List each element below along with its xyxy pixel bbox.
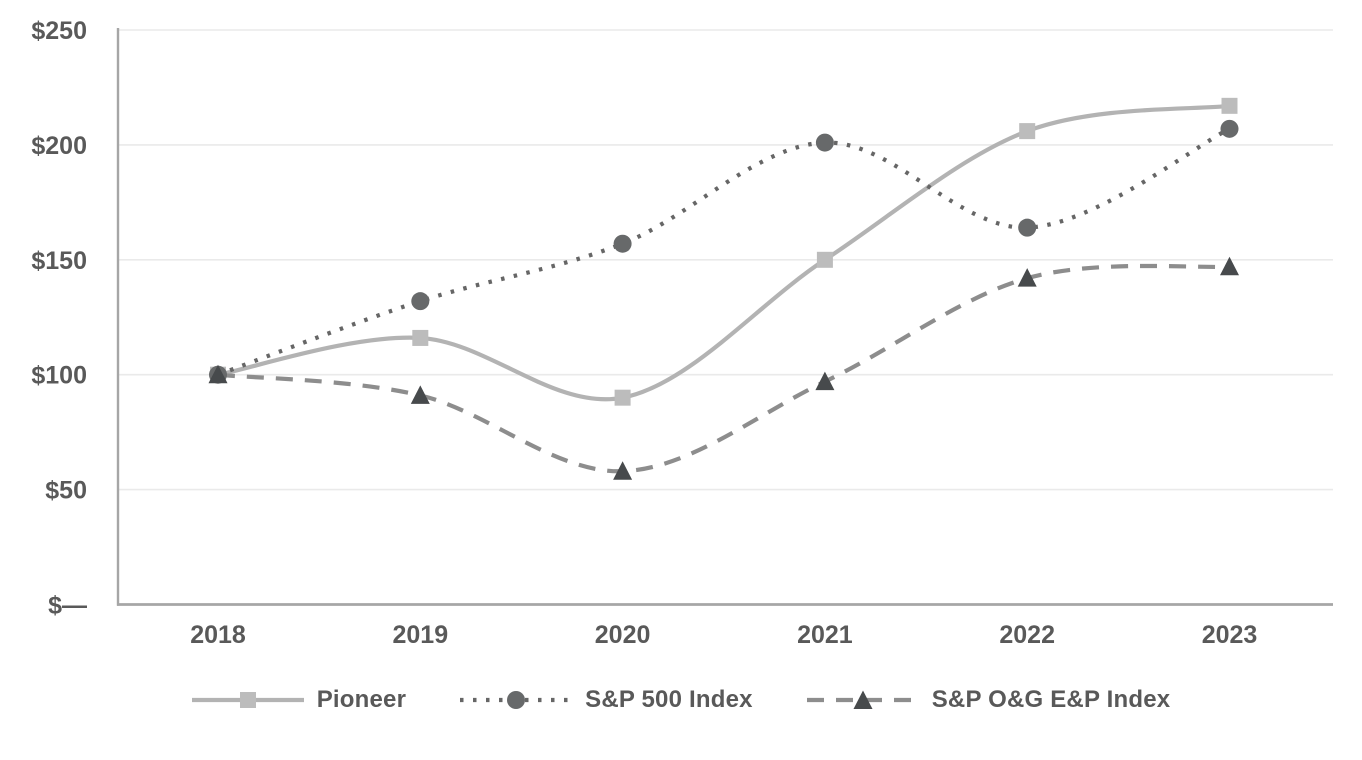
legend-marker-circle	[507, 691, 526, 709]
legend-label-og-ep: S&P O&G E&P Index	[931, 686, 1171, 713]
legend-marker-triangle	[853, 690, 873, 709]
marker-square	[614, 389, 631, 406]
x-tick-label: 2020	[595, 621, 651, 649]
y-tick-label: $—	[48, 592, 87, 620]
y-tick-label: $100	[31, 362, 87, 390]
y-tick-label: $150	[31, 247, 87, 275]
x-tick-labels: 2018 2019 2020 2021 2022 2023	[190, 621, 1257, 649]
series-line-s-p-500-index	[217, 126, 1231, 377]
legend-line-sample	[460, 691, 573, 709]
marker-circle	[1018, 218, 1037, 237]
series-line-s-p-o-g-e-p-index	[217, 263, 1230, 474]
series-markers-s-p-500-index	[209, 119, 1239, 384]
marker-square	[1221, 97, 1238, 114]
series-markers-pioneer	[210, 97, 1238, 406]
x-tick-label: 2022	[999, 621, 1055, 649]
legend-swatch-pioneer	[191, 689, 304, 711]
legend-swatch-og-ep	[806, 689, 919, 711]
legend-item-sp500: S&P 500 Index	[460, 686, 753, 714]
marker-circle	[815, 133, 834, 152]
marker-triangle	[1220, 256, 1239, 276]
series-markers-s-p-o-g-e-p-index	[208, 256, 1239, 480]
x-tick-label: 2018	[190, 621, 246, 649]
y-tick-label: $200	[31, 132, 87, 160]
marker-circle	[613, 234, 632, 253]
marker-triangle	[815, 371, 835, 391]
x-tick-label: 2021	[797, 621, 853, 649]
marker-circle	[411, 292, 430, 311]
marker-circle	[1220, 119, 1239, 138]
legend-line-sample	[191, 692, 304, 708]
legend-item-pioneer: Pioneer	[191, 686, 407, 714]
marker-square	[1019, 123, 1036, 140]
x-tick-label: 2019	[392, 621, 448, 649]
marker-triangle	[208, 364, 228, 384]
legend-marker-square	[239, 692, 256, 708]
marker-triangle	[410, 385, 430, 404]
legend-label-sp500: S&P 500 Index	[585, 686, 753, 713]
legend-item-og-ep: S&P O&G E&P Index	[806, 686, 1171, 714]
legend-label-pioneer: Pioneer	[316, 686, 407, 713]
marker-triangle	[613, 461, 633, 480]
legend-swatch-sp500	[460, 689, 573, 711]
marker-triangle	[1017, 268, 1037, 287]
gridlines	[118, 29, 1333, 491]
marker-square	[816, 251, 833, 268]
chart-legend: Pioneer S&P 500 Index S&P O&G E&P Index	[0, 686, 1362, 714]
marker-square	[412, 329, 429, 346]
y-tick-label: $50	[45, 477, 87, 505]
x-tick-label: 2023	[1202, 621, 1258, 649]
y-tick-label: $250	[31, 17, 87, 45]
y-tick-labels: $— $50 $100 $150 $200 $250	[31, 17, 87, 620]
series-line-pioneer	[217, 103, 1230, 402]
legend-line-sample	[806, 690, 919, 709]
